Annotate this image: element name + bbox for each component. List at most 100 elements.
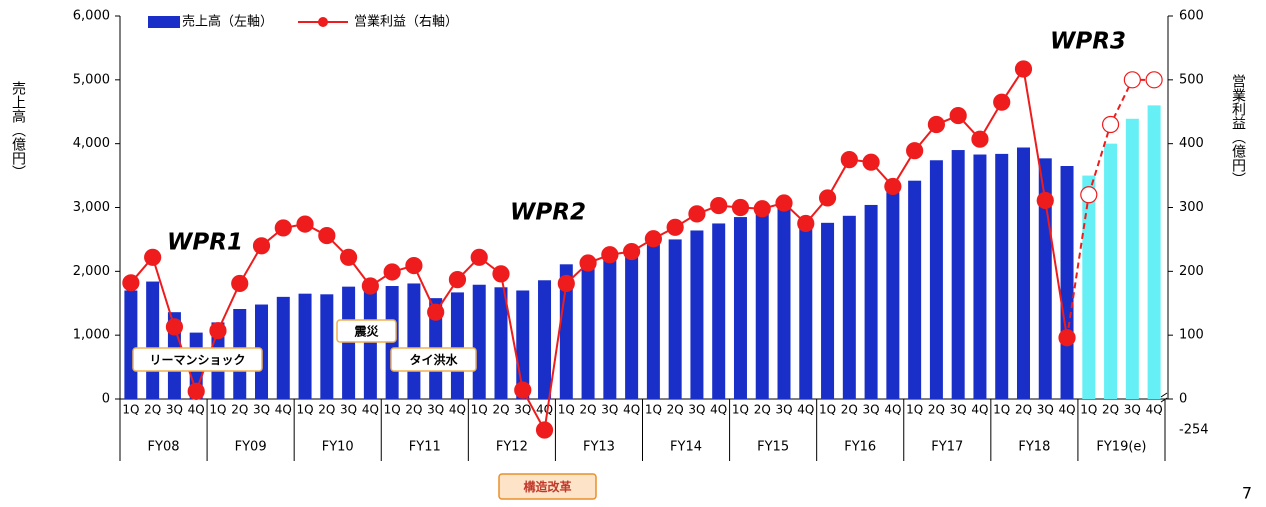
marker: [405, 256, 423, 275]
x-tick-label: 4Q: [536, 403, 553, 417]
x-tick-label: 3Q: [340, 403, 357, 417]
marker: [1123, 71, 1141, 89]
marker: [993, 93, 1011, 111]
x-tick-label: 1Q: [819, 403, 836, 417]
x-tick-label: 4Q: [362, 403, 379, 417]
line: [130, 66, 1069, 434]
marker: [144, 248, 162, 266]
group-label: FY13: [583, 440, 615, 455]
bar: [1125, 118, 1139, 399]
annotation-box: [132, 347, 263, 372]
x-tick-label: 1Q: [993, 403, 1010, 417]
x-tick-label: 4Q: [710, 403, 727, 417]
bar: [494, 287, 508, 399]
bar: [973, 154, 987, 399]
bar: [146, 281, 160, 399]
group-label: FY10: [322, 440, 354, 455]
bar: [342, 286, 356, 399]
legend-swatch: [148, 16, 180, 28]
annotation: WPR1: [167, 230, 243, 256]
annotation: 震災: [354, 325, 379, 339]
bar: [581, 262, 595, 399]
y2-tick-label: 300: [1179, 200, 1204, 215]
marker: [818, 189, 837, 207]
bar: [407, 283, 421, 399]
marker: [535, 421, 554, 439]
y2-tick-label: 200: [1179, 264, 1204, 279]
x-tick-label: 3Q: [950, 403, 967, 417]
x-tick-label: 1Q: [122, 403, 139, 417]
legend-swatch: [318, 17, 328, 27]
group-label: FY14: [670, 440, 702, 455]
marker: [1080, 186, 1098, 204]
x-tick-label: 1Q: [1080, 403, 1097, 417]
x-tick-label: 4Q: [275, 403, 292, 417]
bar: [864, 204, 878, 399]
x-tick-label: 3Q: [601, 403, 618, 417]
marker: [361, 277, 379, 295]
bar: [603, 257, 617, 399]
bar: [712, 223, 726, 399]
axis-break: [1160, 392, 1168, 403]
marker: [187, 382, 205, 400]
x-tick-label: 4Q: [449, 403, 466, 417]
x-tick-label: 1Q: [209, 403, 226, 417]
x-tick-label: 2Q: [144, 403, 161, 417]
group-label: FY18: [1018, 440, 1050, 455]
x-tick-label: 4Q: [797, 403, 814, 417]
x-tick-label: 4Q: [188, 403, 205, 417]
y-tick-label: 0: [102, 392, 110, 407]
marker: [296, 215, 314, 233]
annotation: リーマンショック: [149, 353, 245, 367]
marker: [884, 177, 902, 196]
marker: [209, 322, 227, 340]
bar: [951, 150, 965, 399]
group-label: FY15: [757, 440, 789, 455]
marker: [383, 263, 401, 281]
legend-label: 売上高（左軸）: [182, 14, 273, 30]
legend-label: 営業利益（右軸）: [354, 14, 458, 30]
annotation: タイ洪水: [409, 352, 458, 367]
bar: [690, 230, 704, 399]
bar: [363, 286, 377, 399]
group-label: FY16: [844, 440, 876, 455]
x-tick-label: 4Q: [623, 403, 640, 417]
marker: [862, 153, 880, 171]
line: [1087, 78, 1155, 196]
group-label: FY08: [148, 440, 180, 455]
y-tick-label: 2,000: [73, 264, 110, 279]
x-tick-label: 2Q: [841, 403, 858, 417]
marker: [492, 265, 510, 283]
marker: [775, 194, 793, 212]
marker: [644, 230, 662, 248]
marker: [927, 115, 946, 134]
bar: [995, 153, 1009, 399]
x-tick-label: 1Q: [558, 403, 575, 417]
marker: [231, 274, 249, 293]
bar: [276, 296, 290, 399]
bar: [625, 254, 639, 399]
y-tick-label: 1,000: [73, 328, 110, 343]
x-tick-label: 2Q: [580, 403, 597, 417]
marker: [753, 200, 771, 218]
bar: [733, 217, 747, 399]
y2-axis-label: 営業利益（億円）: [1230, 74, 1246, 186]
x-tick-label: 2Q: [1015, 403, 1032, 417]
bar: [1147, 105, 1161, 399]
bar: [450, 292, 464, 399]
bar: [1082, 175, 1096, 399]
bar: [646, 244, 660, 399]
marker: [122, 274, 140, 292]
marker: [710, 196, 728, 215]
annotation-box: [390, 347, 477, 372]
x-tick-label: 3Q: [253, 403, 270, 417]
marker: [514, 381, 532, 399]
x-tick-label: 1Q: [732, 403, 749, 417]
marker: [274, 219, 292, 237]
marker: [840, 151, 858, 169]
y2-tick-label: 500: [1179, 72, 1204, 87]
marker: [688, 205, 706, 223]
bar: [821, 222, 835, 399]
marker: [623, 242, 641, 261]
y2-tick-label: -254: [1179, 423, 1209, 438]
